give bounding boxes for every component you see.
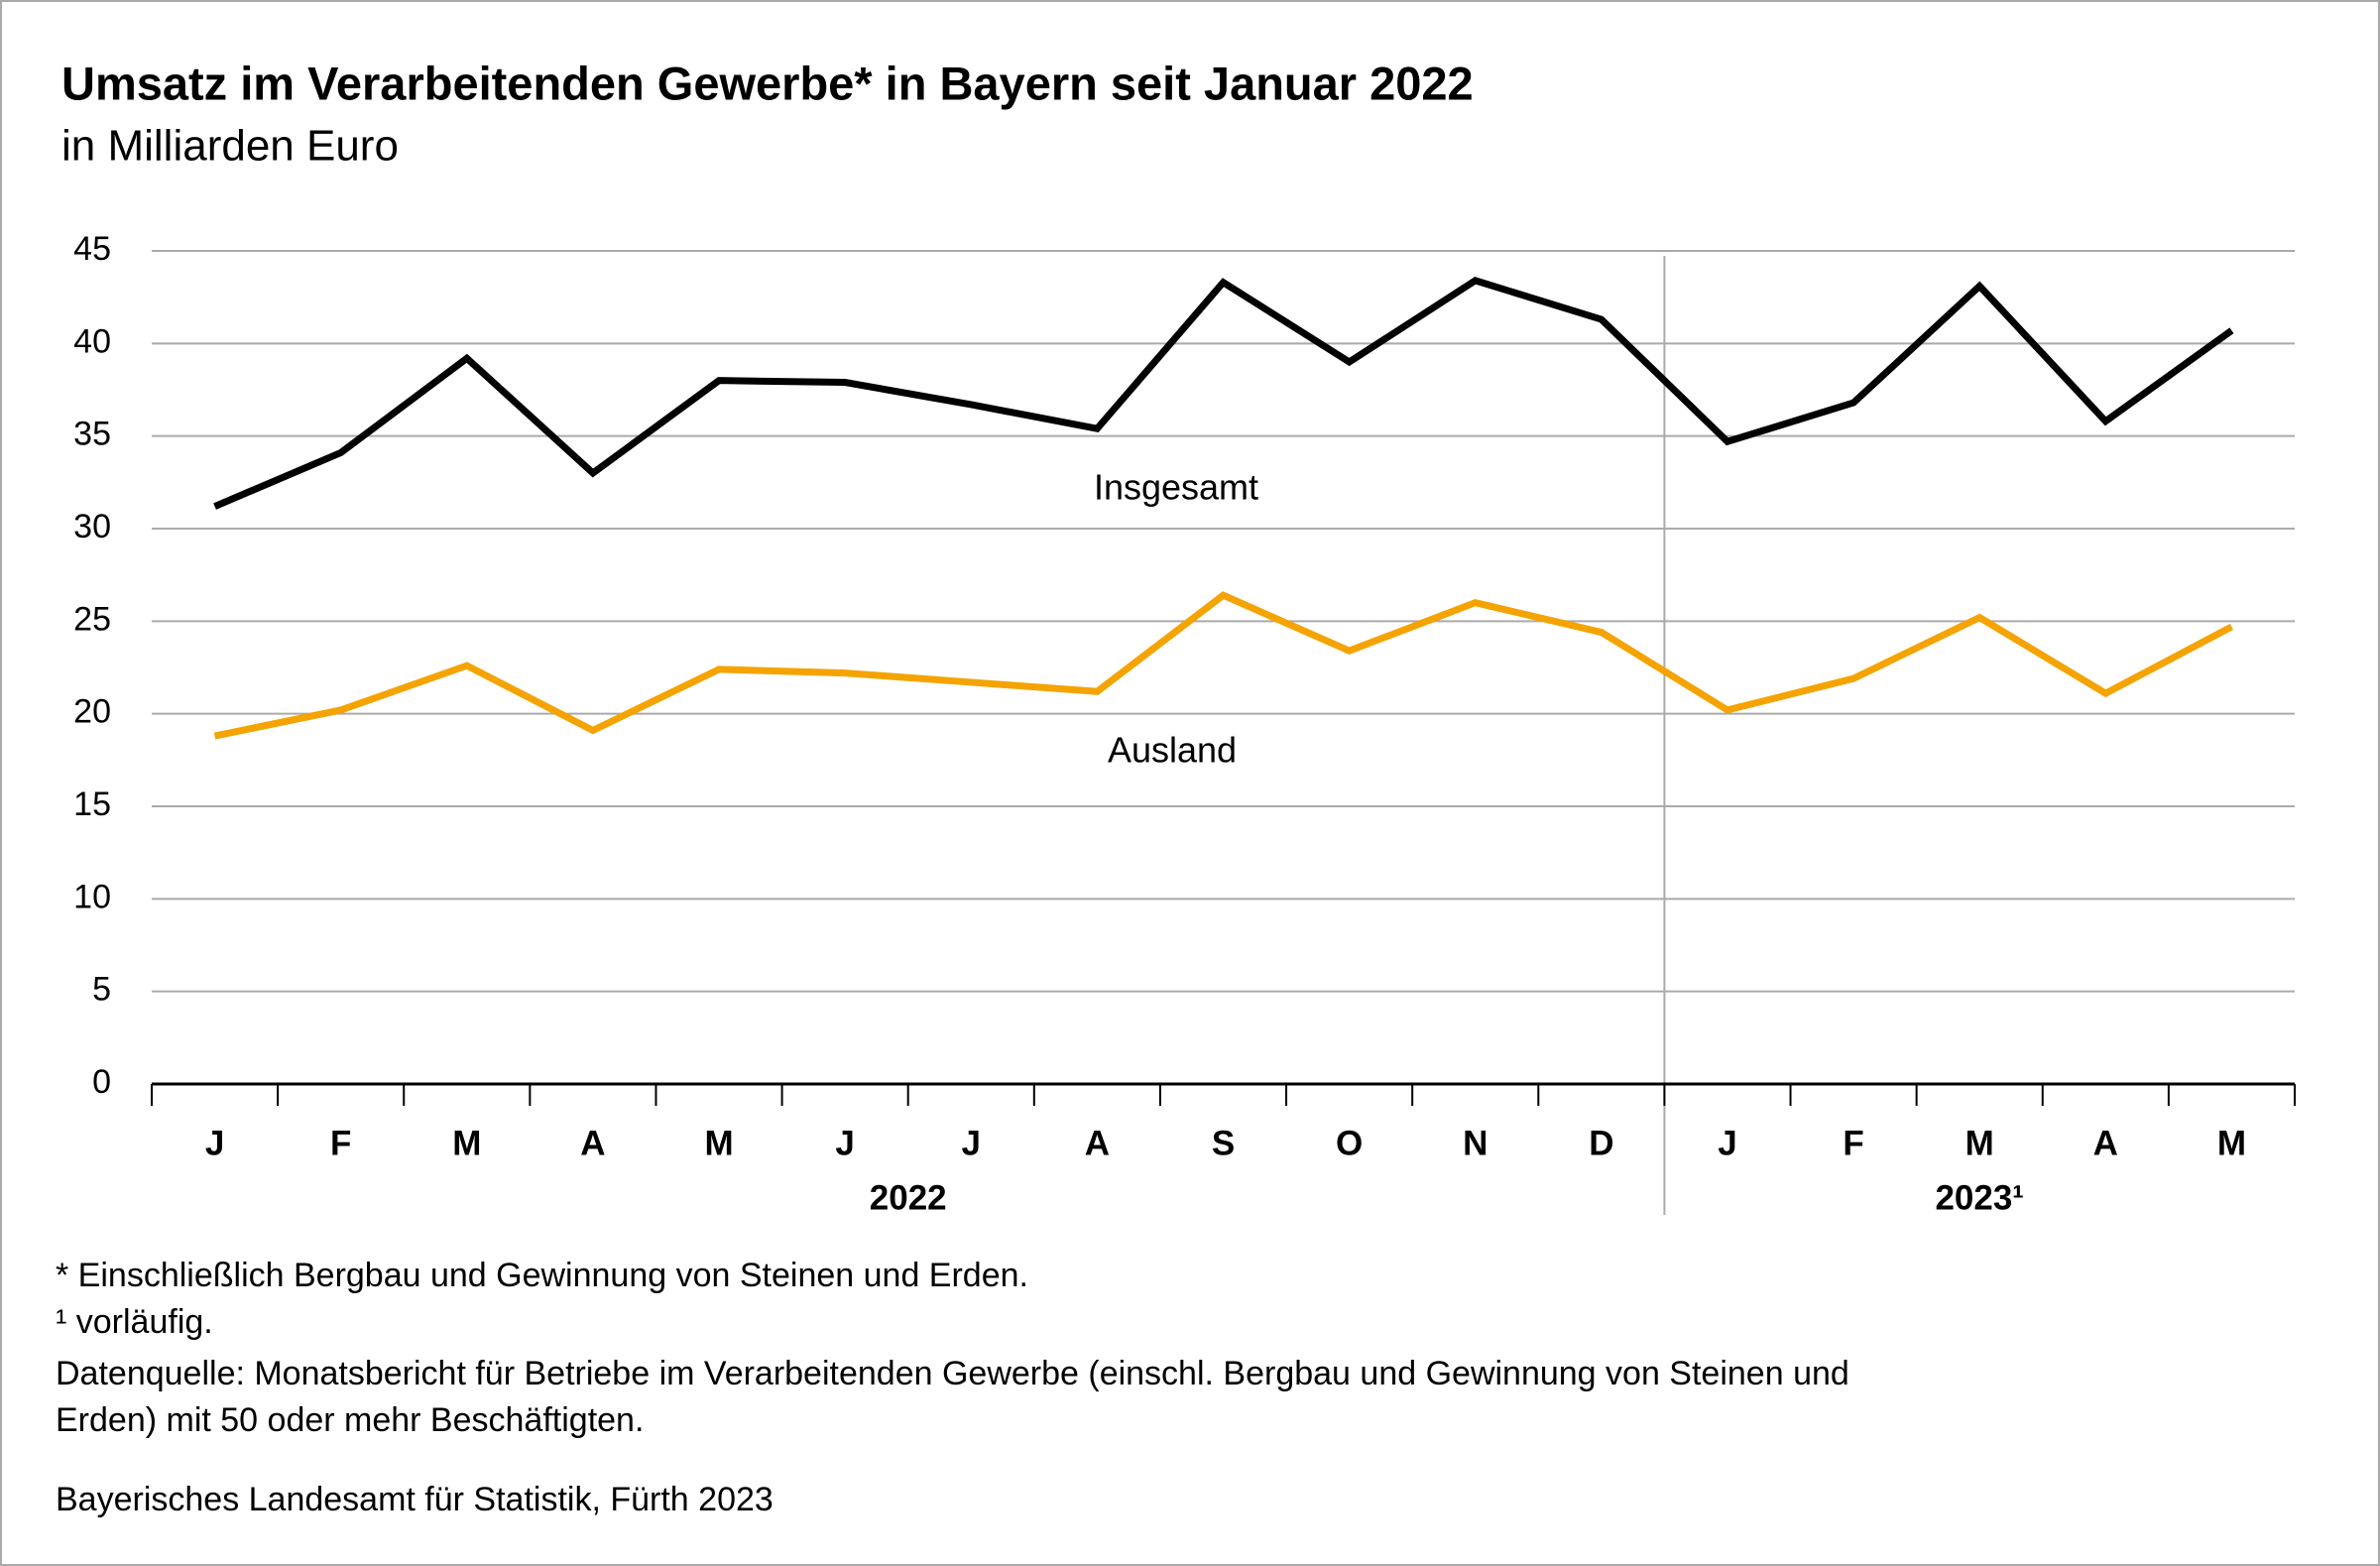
- x-tick-label: M: [2217, 1124, 2246, 1162]
- x-tick-label: F: [1843, 1124, 1863, 1162]
- x-tick-label: N: [1463, 1124, 1488, 1162]
- x-tick-label: A: [580, 1124, 605, 1162]
- footnote: * Einschließlich Bergbau und Gewinnung v…: [56, 1257, 1028, 1294]
- x-tick-label: O: [1336, 1124, 1363, 1162]
- x-tick-label: M: [452, 1124, 481, 1162]
- series-label: Ausland: [1108, 730, 1237, 771]
- line-series: [213, 591, 2234, 740]
- footnote: Datenquelle: Monatsbericht für Betriebe …: [56, 1355, 1849, 1392]
- x-tick-label: S: [1212, 1124, 1235, 1162]
- y-tick-label: 20: [73, 693, 111, 731]
- x-tick-label: J: [962, 1124, 981, 1162]
- year-label: 2022: [870, 1178, 947, 1217]
- x-tick-label: M: [704, 1124, 733, 1162]
- y-tick-label: 15: [73, 785, 111, 823]
- x-tick-label: A: [1085, 1124, 1110, 1162]
- year-label: 2023¹: [1935, 1178, 2024, 1217]
- x-tick-label: J: [205, 1124, 224, 1162]
- y-tick-label: 25: [73, 600, 111, 638]
- series-label: Insgesamt: [1094, 467, 1258, 508]
- line-series: [213, 277, 2234, 510]
- footnote: Erden) mit 50 oder mehr Beschäftigten.: [56, 1401, 644, 1439]
- x-tick-label: D: [1589, 1124, 1613, 1162]
- source: Bayerisches Landesamt für Statistik, Für…: [56, 1481, 774, 1518]
- y-tick-label: 45: [73, 230, 111, 268]
- x-tick-label: J: [1718, 1124, 1736, 1162]
- x-tick-label: J: [835, 1124, 854, 1162]
- y-tick-label: 5: [92, 971, 111, 1009]
- y-tick-label: 40: [73, 322, 111, 360]
- footnote: ¹ vorläufig.: [56, 1303, 213, 1341]
- chart-subtitle: in Milliarden Euro: [61, 122, 399, 171]
- y-tick-label: 10: [73, 878, 111, 915]
- chart-title: Umsatz im Verarbeitenden Gewerbe* in Bay…: [61, 57, 1474, 109]
- y-tick-label: 0: [92, 1063, 111, 1101]
- x-tick-label: A: [2093, 1124, 2118, 1162]
- x-tick-label: M: [1965, 1124, 1994, 1162]
- x-tick-label: F: [330, 1124, 351, 1162]
- y-tick-label: 35: [73, 416, 111, 453]
- y-tick-label: 30: [73, 508, 111, 545]
